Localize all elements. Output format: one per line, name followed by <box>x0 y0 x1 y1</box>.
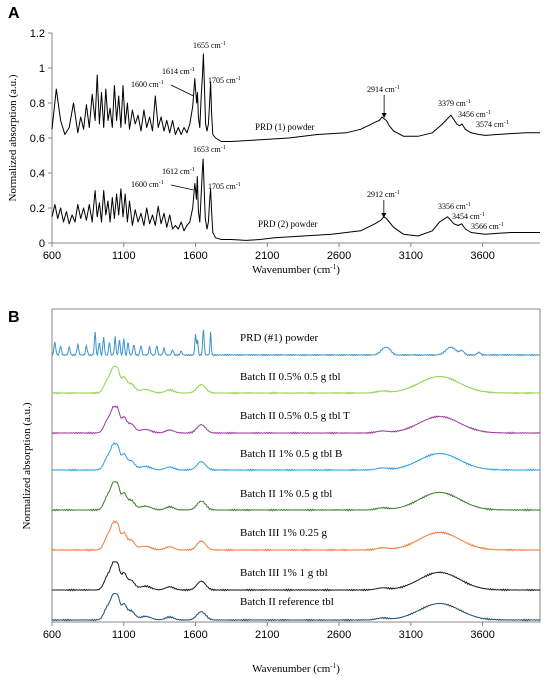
series-line-2 <box>51 158 540 241</box>
peak-annotation: 3566 cm-1 <box>471 222 504 231</box>
x-tick-label: 3100 <box>399 250 423 262</box>
peak-annotation: 1600 cm-1 <box>131 80 164 89</box>
peak-annotation: 2912 cm-1 <box>367 190 400 199</box>
peak-annotation: 3574 cm-1 <box>476 120 509 129</box>
x-tick-label: 2100 <box>255 629 279 641</box>
series-label: Batch III 1% 0.25 g <box>240 527 328 539</box>
peak-annotation: 3356 cm-1 <box>438 202 471 211</box>
peak-annotation: 1705 cm-1 <box>208 76 241 85</box>
panel-a-x-ticks: 600 1100 1600 2100 2600 3100 3600 <box>43 243 495 262</box>
y-tick-label: 1 <box>39 63 45 75</box>
series-label: PRD (#1) powder <box>240 332 319 344</box>
series-line-7 <box>51 561 541 592</box>
series-label: Batch III 1% 1 g tbl <box>240 567 328 579</box>
peak-annotation: 1655 cm-1 <box>193 41 226 50</box>
x-tick-label: 600 <box>43 629 61 641</box>
panel-b-frame <box>51 308 541 623</box>
peak-annotation: 3456 cm-1 <box>458 110 491 119</box>
series-line-1 <box>51 53 540 142</box>
series-label: Batch II 0.5% 0.5 g tbl T <box>240 410 350 422</box>
series-line-4 <box>51 441 541 472</box>
x-tick-label: 3600 <box>470 629 494 641</box>
x-tick-label: 1100 <box>112 250 136 262</box>
panel-label-b: B <box>8 309 20 326</box>
y-tick-label: 0.6 <box>30 133 45 145</box>
series-line-8 <box>51 592 541 622</box>
panel-a-xlabel: Wavenumber (cm-1) <box>252 263 340 276</box>
x-tick-label: 2100 <box>255 250 279 262</box>
panel-a-y-ticks: 0 0.2 0.4 0.6 0.8 1 1.2 <box>30 28 52 250</box>
y-tick-label: 0.2 <box>30 203 45 215</box>
series-line-6 <box>51 520 541 552</box>
series-line-5 <box>51 481 541 512</box>
x-tick-label: 600 <box>43 250 61 262</box>
series-label: PRD (1) powder <box>255 122 315 132</box>
panel-label-a: A <box>8 5 20 22</box>
x-tick-label: 1100 <box>112 629 136 641</box>
panel-b-ylabel: Normalized absorption (a.u.) <box>21 402 33 529</box>
panel-a-series <box>51 53 540 241</box>
peak-annotation: 3454 cm-1 <box>452 212 485 221</box>
x-tick-label: 3100 <box>399 629 423 641</box>
arrow-head <box>381 213 387 218</box>
panel-a-ylabel: Normalized absorption (a.u.) <box>7 74 19 201</box>
series-label: PRD (2) powder <box>258 219 318 229</box>
series-line-1 <box>51 329 540 357</box>
panel-b-xlabel: Wavenumber (cm-1) <box>252 662 340 675</box>
y-tick-label: 0.4 <box>30 168 45 180</box>
peak-annotation: 1600 cm-1 <box>131 180 164 189</box>
annotation-arrow <box>170 184 194 191</box>
x-tick-label: 1600 <box>183 629 207 641</box>
peak-annotation: 3379 cm-1 <box>438 99 471 108</box>
peak-annotation: 1614 cm-1 <box>162 67 195 76</box>
series-line-3 <box>51 405 541 435</box>
peak-annotation: 1612 cm-1 <box>162 167 195 176</box>
annotation-arrow <box>170 84 194 97</box>
panel-a-series-labels: PRD (1) powder PRD (2) powder <box>255 122 318 229</box>
panel-b-series <box>51 329 541 622</box>
y-tick-label: 0.8 <box>30 98 45 110</box>
panel-a-annotations: 1655 cm-1 1614 cm-1 1600 cm-1 1705 cm-1 2914… <box>131 41 509 231</box>
series-label: Batch II 1% 0.5 g tbl <box>240 488 332 500</box>
panel-b: 600 1100 1600 2100 2600 3100 3600 PRD (#1) pow… <box>21 308 541 675</box>
panel-b-series-labels: PRD (#1) powder Batch II 0.5% 0.5 g tbl Ba… <box>240 332 350 608</box>
series-label: Batch II reference tbl <box>240 596 334 608</box>
arrow-head <box>381 113 387 118</box>
peak-annotation: 1705 cm-1 <box>208 182 241 191</box>
series-line-2 <box>51 365 540 395</box>
y-tick-label: 0 <box>39 238 45 250</box>
panel-b-x-ticks: 600 1100 1600 2100 2600 3100 3600 <box>43 622 495 641</box>
x-tick-label: 3600 <box>470 250 494 262</box>
peak-annotation: 2914 cm-1 <box>367 85 400 94</box>
x-tick-label: 2600 <box>327 629 351 641</box>
peak-annotation: 1653 cm-1 <box>193 145 226 154</box>
x-tick-label: 1600 <box>183 250 207 262</box>
x-tick-label: 2600 <box>327 250 351 262</box>
panel-a: 0 0.2 0.4 0.6 0.8 1 1.2 600 1100 1600 2100 2600 310… <box>7 28 540 276</box>
series-label: Batch II 0.5% 0.5 g tbl <box>240 371 341 383</box>
y-tick-label: 1.2 <box>30 28 45 40</box>
series-label: Batch II 1% 0.5 g tbl B <box>240 448 342 460</box>
